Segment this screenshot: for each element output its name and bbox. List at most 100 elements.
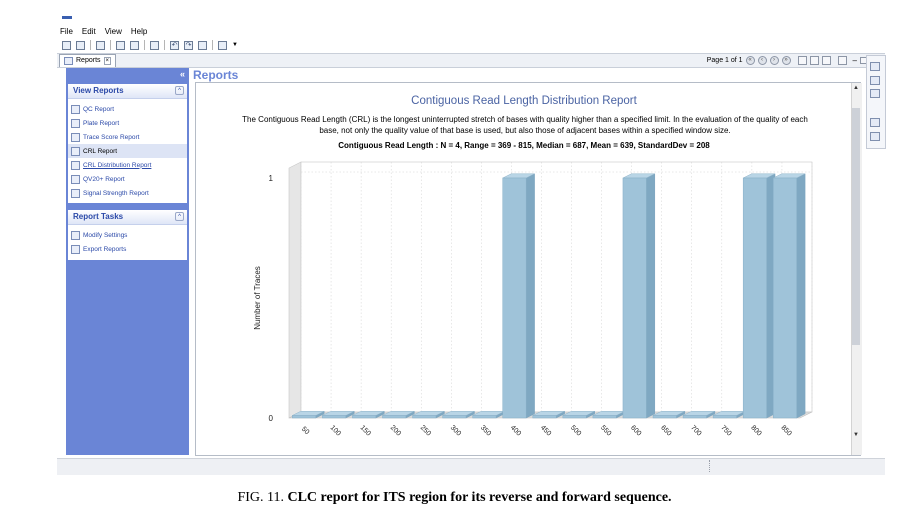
- settings-icon: [71, 230, 80, 240]
- sidebar-item-signal-strength-report[interactable]: Signal Strength Report: [68, 186, 187, 200]
- open-icon[interactable]: [62, 40, 71, 50]
- menu-edit[interactable]: Edit: [81, 26, 96, 36]
- menu-help[interactable]: Help: [130, 26, 148, 36]
- chart-title: Contiguous Read Length Distribution Repo…: [411, 95, 637, 107]
- chevron-down-icon[interactable]: ▼: [232, 42, 238, 48]
- sidebar-item-crl-report[interactable]: CRL Report: [68, 144, 187, 158]
- print-preview-icon[interactable]: [130, 40, 139, 50]
- report-tasks-panel: Report Tasks ^ Modify Settings Export Re…: [68, 210, 187, 260]
- sidebar-item-qc-report[interactable]: QC Report: [68, 102, 187, 116]
- sidebar-item-label: QC Report: [83, 105, 115, 113]
- x-tick-label: 350: [479, 424, 492, 437]
- sidebar-item-export-reports[interactable]: Export Reports: [68, 242, 187, 256]
- bar: [652, 415, 677, 419]
- x-tick-label: 250: [419, 424, 432, 437]
- tab-reports-label: Reports: [76, 57, 101, 64]
- x-tick-label: 50: [300, 426, 311, 437]
- sidebar-item-label: Plate Report: [83, 119, 120, 127]
- sidebar-item-crl-distribution-report[interactable]: CRL Distribution Report: [68, 158, 187, 172]
- bar-side: [525, 173, 535, 419]
- tab-reports[interactable]: Reports ×: [59, 54, 117, 67]
- bar: [352, 415, 377, 419]
- sidebar-item-label: CRL Report: [83, 147, 118, 155]
- previous-page-icon[interactable]: ‹: [757, 56, 767, 65]
- menu-view[interactable]: View: [104, 26, 122, 36]
- view-reports-header[interactable]: View Reports ^: [68, 84, 187, 99]
- app-logo: [62, 16, 72, 19]
- edit-icon[interactable]: [870, 132, 880, 141]
- find-icon[interactable]: [198, 40, 207, 50]
- report-tasks-header[interactable]: Report Tasks ^: [68, 210, 187, 225]
- restore-icon[interactable]: [837, 56, 847, 65]
- sidebar-item-label: QV20+ Report: [83, 175, 125, 183]
- figure-caption-text: CLC report for ITS region for its revers…: [287, 490, 672, 505]
- scrollbar-thumb[interactable]: [852, 108, 860, 345]
- sidebar-item-modify-settings[interactable]: Modify Settings: [68, 228, 187, 242]
- page-title: Reports: [193, 68, 239, 82]
- first-page-icon[interactable]: «: [745, 56, 755, 65]
- export-icon[interactable]: [150, 40, 159, 50]
- x-tick-label: 600: [629, 424, 642, 437]
- chart-description: The Contiguous Read Length (CRL) is the …: [242, 115, 808, 135]
- chart-back-wall: [300, 161, 813, 413]
- x-tick-label: 400: [509, 424, 522, 437]
- chart-view-icon[interactable]: [870, 76, 880, 85]
- minimize-icon[interactable]: ‒: [852, 56, 857, 65]
- sidebar-item-label: Modify Settings: [83, 231, 128, 239]
- x-tick-label: 700: [689, 424, 702, 437]
- page-setup-icon[interactable]: [116, 40, 125, 50]
- sidebar-item-label: Signal Strength Report: [83, 189, 149, 197]
- x-tick-label: 300: [449, 424, 462, 437]
- undo-icon[interactable]: ↶: [170, 40, 179, 50]
- y-axis-label: Number of Traces: [253, 266, 262, 330]
- chart-stats: Contiguous Read Length : N = 4, Range = …: [338, 141, 710, 150]
- x-tick-label: 150: [359, 424, 372, 437]
- status-separator: [709, 460, 711, 472]
- double-chevron-left-icon[interactable]: «: [179, 69, 185, 79]
- chevron-up-icon[interactable]: ^: [175, 86, 184, 95]
- bar: [442, 415, 467, 419]
- bar: [472, 415, 497, 419]
- list-view-icon[interactable]: [870, 89, 880, 98]
- print-icon[interactable]: [96, 40, 105, 50]
- menu-file[interactable]: File: [60, 26, 73, 36]
- side-toolbar: [866, 55, 886, 149]
- scroll-down-icon[interactable]: ▼: [853, 432, 859, 438]
- figure-caption: FIG. 11. CLC report for ITS region for i…: [0, 490, 909, 506]
- sidebar-item-plate-report[interactable]: Plate Report: [68, 116, 187, 130]
- crl-distribution-chart: 0 1 Number of Traces 50 100 150 200 250 300 350 40…: [253, 161, 813, 438]
- redo-icon[interactable]: ↷: [184, 40, 193, 50]
- save-icon[interactable]: [76, 40, 85, 50]
- restore-icon[interactable]: [870, 118, 880, 127]
- chevron-up-icon[interactable]: ^: [175, 212, 184, 221]
- sidebar-item-qv20-report[interactable]: QV20+ Report: [68, 172, 187, 186]
- bar: [592, 415, 617, 419]
- sidebar-item-trace-score-report[interactable]: Trace Score Report: [68, 130, 187, 144]
- toolbar-separator: [90, 40, 91, 50]
- task-sidebar: « View Reports ^ QC Report Plate Report …: [66, 68, 189, 455]
- x-tick-label: 200: [389, 424, 402, 437]
- x-tick-label: 550: [599, 424, 612, 437]
- report-tasks-title: Report Tasks: [73, 212, 124, 221]
- restore-icon[interactable]: [870, 62, 880, 71]
- close-icon[interactable]: ×: [103, 57, 112, 65]
- bar: [562, 415, 587, 419]
- chart-dropdown-icon[interactable]: [218, 40, 227, 50]
- next-page-icon[interactable]: ›: [769, 56, 779, 65]
- toolbar-separator: [144, 40, 145, 50]
- bar: [412, 415, 437, 419]
- x-tick-label: 750: [719, 424, 732, 437]
- bar: [622, 177, 647, 419]
- last-page-icon[interactable]: »: [781, 56, 791, 65]
- sidebar-item-label: Trace Score Report: [83, 133, 140, 141]
- report-icon: [71, 174, 80, 184]
- status-bar: [57, 458, 885, 475]
- fit-page-icon[interactable]: [821, 56, 831, 65]
- x-tick-label: 500: [569, 424, 582, 437]
- two-page-icon[interactable]: [809, 56, 819, 65]
- x-tick-label: 100: [329, 424, 342, 437]
- chart-side-wall: [288, 161, 302, 419]
- scroll-up-icon[interactable]: ▲: [853, 85, 859, 91]
- export-icon: [71, 244, 80, 254]
- single-page-icon[interactable]: [797, 56, 807, 65]
